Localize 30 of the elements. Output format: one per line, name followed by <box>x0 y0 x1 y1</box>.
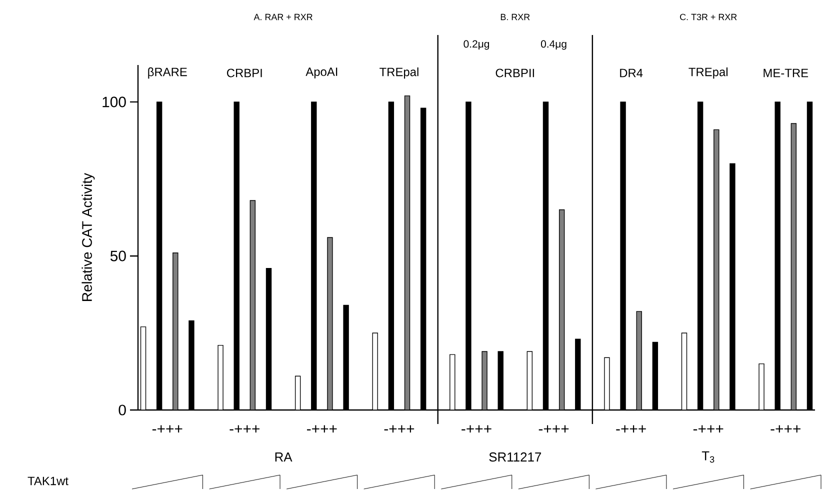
text: RA <box>275 452 292 462</box>
text: TAK1wt <box>28 476 68 486</box>
y-axis-title: Relative CAT Activity <box>82 172 95 301</box>
annotation: CRBPI <box>226 68 262 78</box>
x-tick-label: -+++ <box>616 425 646 433</box>
text: T$_{3}$ <box>702 451 714 463</box>
x-tick-label: -+++ <box>230 425 260 433</box>
text: SR11217 <box>489 452 542 462</box>
y-tick-label: 50 <box>110 250 126 262</box>
text: C. T3R + RXR <box>680 14 737 20</box>
annotation: CRBPII <box>496 68 534 78</box>
annotation: ME-TRE <box>764 68 808 78</box>
text: A. RAR + RXR <box>254 14 312 20</box>
x-tick-label: -+++ <box>538 425 569 433</box>
x-tick-label: -+++ <box>693 425 724 433</box>
x-tick-label: -+++ <box>462 425 492 433</box>
annotation: TREpal <box>688 67 728 79</box>
x-tick-label: -+++ <box>307 425 337 433</box>
text: 0.4μg <box>541 40 566 50</box>
text: B. RXR <box>500 14 530 20</box>
annotation: ApoAI <box>306 68 338 78</box>
x-tick-label: -+++ <box>152 425 182 433</box>
annotation: βRARE <box>148 67 187 79</box>
y-tick-label: 0 <box>118 404 126 416</box>
annotation: TREpal <box>380 67 418 79</box>
annotation: DR4 <box>620 68 643 78</box>
text: 0.2μg <box>464 40 490 50</box>
x-tick-label: -+++ <box>384 425 414 433</box>
y-tick-label: 100 <box>102 96 126 108</box>
x-tick-label: -+++ <box>770 425 800 433</box>
